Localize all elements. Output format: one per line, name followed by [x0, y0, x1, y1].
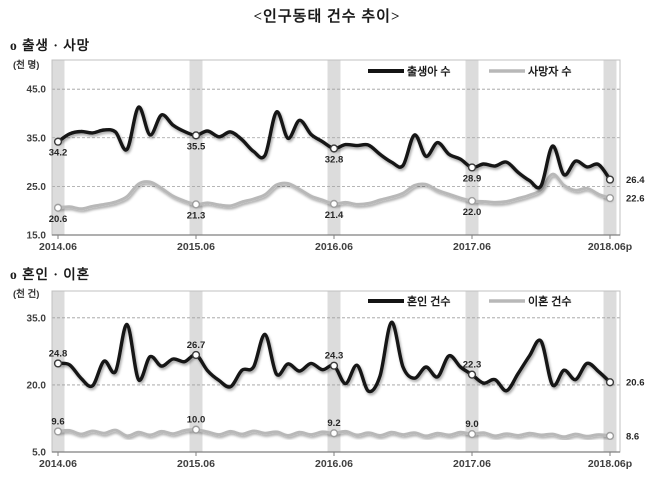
- june-marker: [329, 144, 339, 153]
- point-label: 22.3: [463, 360, 482, 371]
- y-tick-label: 35.0: [27, 133, 47, 144]
- point-label: 22.0: [463, 207, 482, 218]
- x-tick-label: 2017.06: [453, 458, 491, 470]
- births-deaths-plot: 15.0 25.0 35.0 45.0 2014.06 2015.06 2016.06 201…: [13, 59, 645, 253]
- point-label: 9.6: [51, 416, 64, 427]
- x-tick-label: 2016.06: [315, 241, 353, 253]
- june-marker: [53, 427, 63, 436]
- point-label: 20.6: [626, 378, 645, 389]
- x-tick-label: 2014.06: [39, 458, 77, 470]
- june-marker: [53, 137, 63, 146]
- births-deaths-chart: 15.0 25.0 35.0 45.0 2014.06 2015.06 2016.06 201…: [0, 55, 654, 255]
- x-tick-label: 2018.06p: [588, 458, 632, 470]
- point-label: 26.7: [187, 340, 206, 351]
- june-highlight-band: [603, 60, 617, 235]
- point-label: 9.2: [327, 418, 340, 429]
- point-label: 22.6: [626, 194, 645, 205]
- june-marker: [53, 359, 63, 368]
- june-marker: [605, 378, 615, 387]
- june-highlight-band: [189, 291, 203, 452]
- june-marker: [329, 361, 339, 370]
- june-marker: [329, 429, 339, 438]
- june-highlight-band: [465, 60, 479, 235]
- point-label: 21.3: [187, 210, 206, 221]
- page-title: <인구동태 건수 추이>: [253, 9, 401, 25]
- y-tick-label: 25.0: [27, 182, 47, 193]
- june-marker: [329, 199, 339, 208]
- point-label: 8.6: [626, 431, 639, 442]
- june-highlight-band: [51, 291, 65, 452]
- marriages-divorces-chart: 5.0 20.0 35.0 2014.06 2015.06 2016.06 2017.06 2…: [0, 284, 654, 476]
- y-tick-label: 20.0: [27, 380, 47, 391]
- legend-label: 출생아 수: [407, 64, 451, 78]
- y-tick-label: 15.0: [27, 231, 47, 242]
- y-tick-label: 35.0: [27, 313, 47, 324]
- axis-unit-label: (천 건): [13, 288, 39, 300]
- june-marker: [467, 430, 477, 439]
- point-label: 9.0: [465, 419, 478, 430]
- june-marker: [191, 425, 201, 434]
- legend-label: 이혼 건수: [528, 294, 572, 308]
- june-marker: [191, 200, 201, 209]
- point-label: 28.9: [463, 173, 482, 184]
- y-tick-label: 5.0: [32, 448, 46, 459]
- point-label: 20.6: [49, 214, 68, 225]
- point-label: 21.4: [325, 210, 344, 221]
- june-highlight-band: [189, 60, 203, 235]
- y-tick-label: 45.0: [27, 85, 47, 96]
- june-marker: [605, 193, 615, 203]
- x-tick-label: 2018.06p: [588, 241, 632, 253]
- june-highlight-band: [327, 291, 341, 452]
- legend-label: 사망자 수: [528, 64, 572, 78]
- x-tick-label: 2015.06: [177, 241, 215, 253]
- june-marker: [191, 131, 201, 140]
- legend-label: 혼인 건수: [407, 294, 451, 308]
- june-highlight-band: [603, 291, 617, 452]
- june-marker: [605, 431, 615, 441]
- june-highlight-band: [51, 60, 65, 235]
- june-marker: [53, 203, 63, 212]
- point-label: 24.3: [325, 351, 344, 362]
- x-tick-label: 2015.06: [177, 458, 215, 470]
- x-tick-label: 2014.06: [39, 241, 77, 253]
- point-label: 24.8: [49, 348, 68, 359]
- point-label: 10.0: [187, 415, 206, 426]
- point-label: 35.5: [187, 141, 206, 152]
- point-label: 26.4: [626, 175, 645, 186]
- june-marker: [605, 175, 615, 184]
- june-marker: [467, 370, 477, 379]
- section-heading-marriages-divorces: o 혼인 · 이혼: [10, 267, 91, 282]
- axis-unit-label: (천 명): [13, 59, 39, 71]
- june-marker: [191, 350, 201, 360]
- june-marker: [467, 163, 477, 172]
- x-tick-label: 2017.06: [453, 241, 491, 253]
- june-marker: [467, 196, 477, 206]
- marriages-divorces-plot: 5.0 20.0 35.0 2014.06 2015.06 2016.06 2017.06 2…: [13, 288, 645, 470]
- point-label: 32.8: [325, 154, 344, 165]
- x-tick-label: 2016.06: [315, 458, 353, 470]
- section-heading-births-deaths: o 출생 · 사망: [10, 38, 91, 53]
- point-label: 34.2: [49, 148, 68, 159]
